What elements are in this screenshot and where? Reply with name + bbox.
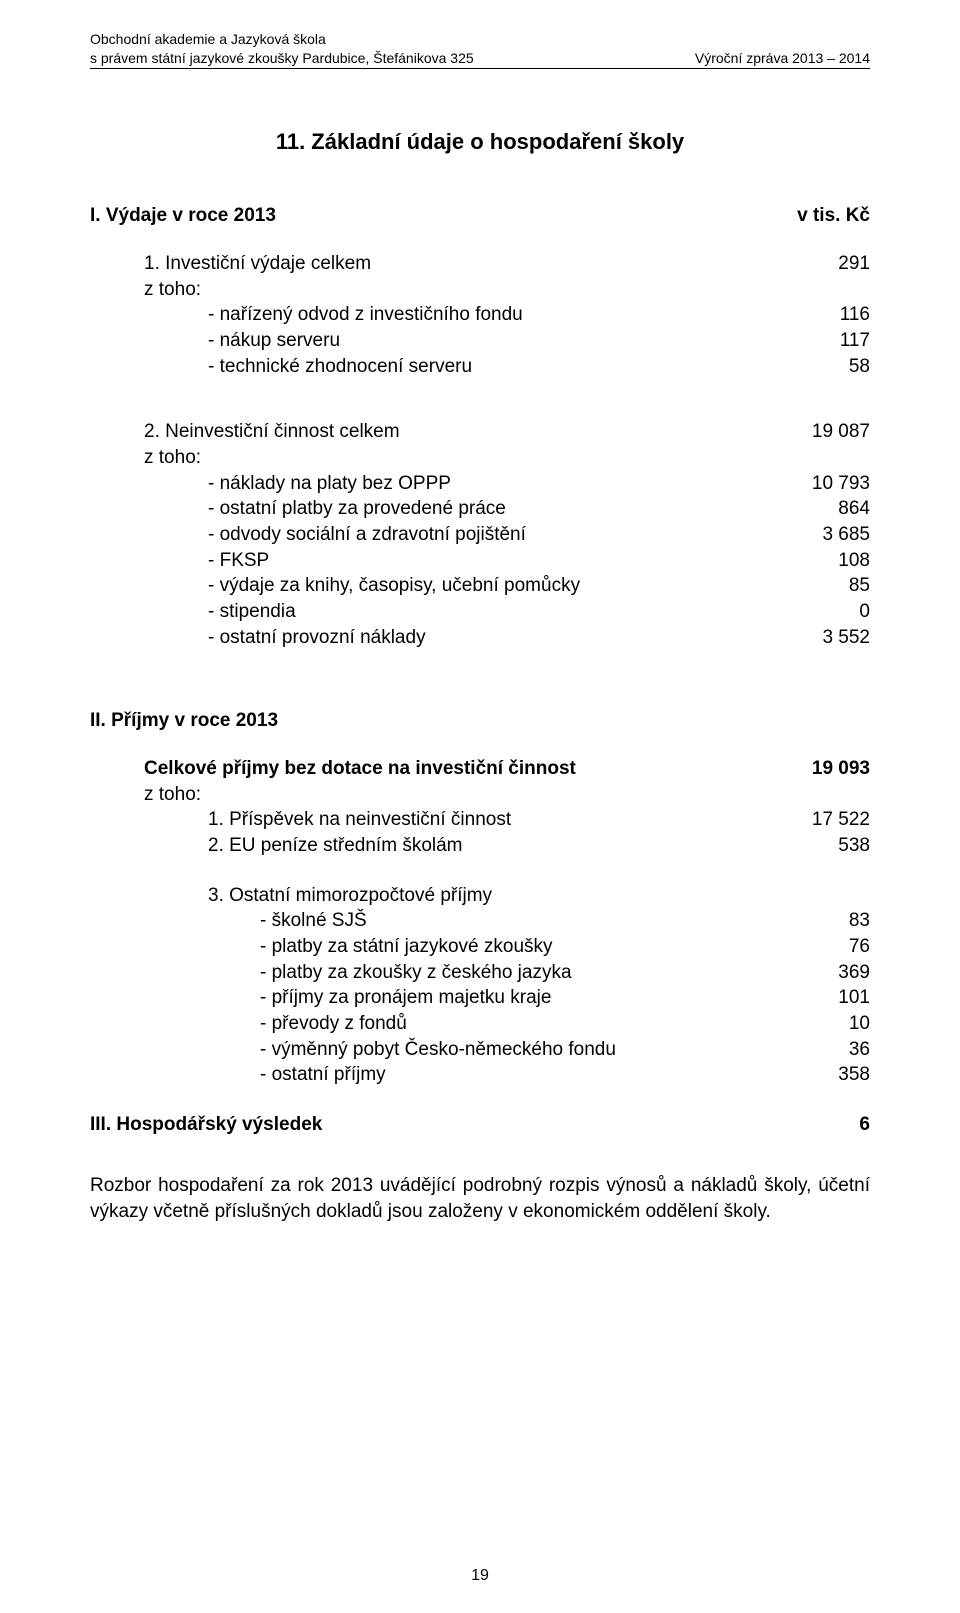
group1-row: - technické zhodnocení serveru 58 xyxy=(90,354,870,380)
group2-row-label: - FKSP xyxy=(208,548,760,574)
part2-heading-text: II. Příjmy v roce 2013 xyxy=(90,710,278,732)
part2-sub-value: 10 xyxy=(760,1011,870,1037)
group2-row-value: 10 793 xyxy=(760,471,870,497)
part2-ztoho: z toho: xyxy=(144,782,760,808)
part2-sub-value: 369 xyxy=(760,960,870,986)
part2-row-value: 17 522 xyxy=(760,807,870,833)
group2-value: 19 087 xyxy=(760,419,870,445)
part2-sub-row: - platby za zkoušky z českého jazyka 369 xyxy=(90,960,870,986)
part2-row-value: 538 xyxy=(760,833,870,859)
part2-sub-value: 358 xyxy=(760,1062,870,1088)
group2-row: - stipendia 0 xyxy=(90,599,870,625)
part2-total-value: 19 093 xyxy=(760,756,870,782)
group2-row: - ostatní provozní náklady 3 552 xyxy=(90,625,870,651)
page-number: 19 xyxy=(0,1567,960,1585)
part2-row: 2. EU peníze středním školám 538 xyxy=(90,833,870,859)
part2-sub-value: 101 xyxy=(760,985,870,1011)
group1-row-label: - nařízený odvod z investičního fondu xyxy=(208,302,760,328)
part2-sub-row: - příjmy za pronájem majetku kraje 101 xyxy=(90,985,870,1011)
group2-title: 2. Neinvestiční činnost celkem xyxy=(144,419,760,445)
part2-sub-label: - příjmy za pronájem majetku kraje xyxy=(260,985,760,1011)
part2-heading: II. Příjmy v roce 2013 xyxy=(90,710,870,732)
part2-sub-row: - ostatní příjmy 358 xyxy=(90,1062,870,1088)
part2-total-label: Celkové příjmy bez dotace na investiční … xyxy=(144,756,760,782)
part2-sub-value: 83 xyxy=(760,908,870,934)
part2-sub-label: - školné SJŠ xyxy=(260,908,760,934)
group1-row-value: 58 xyxy=(760,354,870,380)
group2-row-value: 108 xyxy=(760,548,870,574)
group2-row-label: - ostatní provozní náklady xyxy=(208,625,760,651)
group2-ztoho-row: z toho: xyxy=(90,445,870,471)
group2-ztoho: z toho: xyxy=(144,445,760,471)
part2-row: 1. Příspěvek na neinvestiční činnost 17 … xyxy=(90,807,870,833)
group2-row: - výdaje za knihy, časopisy, učební pomů… xyxy=(90,573,870,599)
part2-row-label: 2. EU peníze středním školám xyxy=(208,833,760,859)
part2-sub-label: - výměnný pobyt Česko-německého fondu xyxy=(260,1037,760,1063)
group2-row-label: - výdaje za knihy, časopisy, učební pomů… xyxy=(208,573,760,599)
header-line-1: Obchodní akademie a Jazyková škola xyxy=(90,30,870,48)
part2-group3-label: 3. Ostatní mimorozpočtové příjmy xyxy=(208,883,760,909)
group2-row: - odvody sociální a zdravotní pojištění … xyxy=(90,522,870,548)
part2-ztoho-row: z toho: xyxy=(90,782,870,808)
part1-heading: I. Výdaje v roce 2013 v tis. Kč xyxy=(90,205,870,227)
part2-sub-value: 36 xyxy=(760,1037,870,1063)
part2-group3-row: 3. Ostatní mimorozpočtové příjmy xyxy=(90,883,870,909)
part2-sub-row: - platby za státní jazykové zkoušky 76 xyxy=(90,934,870,960)
part2-sub-label: - platby za státní jazykové zkoušky xyxy=(260,934,760,960)
group2-row-label: - odvody sociální a zdravotní pojištění xyxy=(208,522,760,548)
group1-row-value: 116 xyxy=(760,302,870,328)
group1-title-row: 1. Investiční výdaje celkem 291 xyxy=(90,251,870,277)
footnote-paragraph: Rozbor hospodaření za rok 2013 uvádějící… xyxy=(90,1173,870,1224)
group1-ztoho: z toho: xyxy=(144,277,760,303)
group2-row-value: 864 xyxy=(760,496,870,522)
group2-row-value: 85 xyxy=(760,573,870,599)
part2-total-row: Celkové příjmy bez dotace na investiční … xyxy=(90,756,870,782)
header-right: Výroční zpráva 2013 – 2014 xyxy=(695,50,870,66)
part1-heading-left: I. Výdaje v roce 2013 xyxy=(90,205,276,227)
group1-ztoho-row: z toho: xyxy=(90,277,870,303)
group2-row: - ostatní platby za provedené práce 864 xyxy=(90,496,870,522)
section-title: 11. Základní údaje o hospodaření školy xyxy=(90,129,870,155)
part1-heading-right: v tis. Kč xyxy=(797,205,870,227)
part3-label: III. Hospodářský výsledek xyxy=(90,1112,760,1138)
group2-row-value: 0 xyxy=(760,599,870,625)
group2-row-label: - stipendia xyxy=(208,599,760,625)
part2-sub-label: - ostatní příjmy xyxy=(260,1062,760,1088)
part2-row-label: 1. Příspěvek na neinvestiční činnost xyxy=(208,807,760,833)
part2-sub-label: - platby za zkoušky z českého jazyka xyxy=(260,960,760,986)
group1-title: 1. Investiční výdaje celkem xyxy=(144,251,760,277)
group1-row: - nákup serveru 117 xyxy=(90,328,870,354)
group2-row: - FKSP 108 xyxy=(90,548,870,574)
part3-row: III. Hospodářský výsledek 6 xyxy=(90,1112,870,1138)
group2-title-row: 2. Neinvestiční činnost celkem 19 087 xyxy=(90,419,870,445)
part3-value: 6 xyxy=(760,1112,870,1138)
group2-row-value: 3 685 xyxy=(760,522,870,548)
part2-sub-value: 76 xyxy=(760,934,870,960)
group1-value: 291 xyxy=(760,251,870,277)
group1-row-label: - nákup serveru xyxy=(208,328,760,354)
part2-sub-label: - převody z fondů xyxy=(260,1011,760,1037)
group1-row-value: 117 xyxy=(760,328,870,354)
group2-row-label: - náklady na platy bez OPPP xyxy=(208,471,760,497)
group2-row: - náklady na platy bez OPPP 10 793 xyxy=(90,471,870,497)
group1-row-label: - technické zhodnocení serveru xyxy=(208,354,760,380)
header-left: s právem státní jazykové zkoušky Pardubi… xyxy=(90,50,474,66)
group1-row: - nařízený odvod z investičního fondu 11… xyxy=(90,302,870,328)
part2-sub-row: - převody z fondů 10 xyxy=(90,1011,870,1037)
header-line-2: s právem státní jazykové zkoušky Pardubi… xyxy=(90,50,870,69)
group2-row-label: - ostatní platby za provedené práce xyxy=(208,496,760,522)
group2-row-value: 3 552 xyxy=(760,625,870,651)
part2-sub-row: - výměnný pobyt Česko-německého fondu 36 xyxy=(90,1037,870,1063)
part2-sub-row: - školné SJŠ 83 xyxy=(90,908,870,934)
